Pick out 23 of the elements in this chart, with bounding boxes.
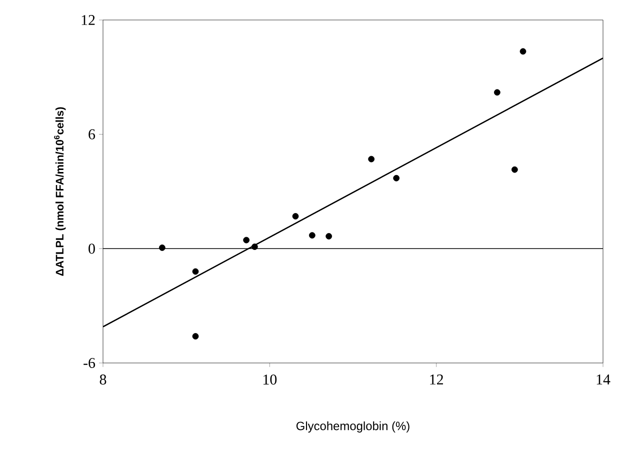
x-tick-label: 10	[264, 374, 277, 385]
y-axis-title: ΔATLPL (nmol FFA/min/10$^{6}$cells)	[54, 107, 66, 276]
point	[292, 213, 299, 220]
y-tick-label: 0	[88, 244, 95, 254]
point	[393, 174, 400, 182]
point	[192, 268, 199, 275]
y-tick-label: 12	[82, 15, 95, 25]
x-axis-title: Glycohemoglobin (%)	[296, 421, 410, 433]
point	[243, 236, 250, 244]
point	[308, 232, 316, 239]
point	[326, 233, 332, 240]
point	[158, 244, 166, 251]
point	[368, 156, 375, 162]
point	[494, 89, 500, 96]
point	[192, 333, 199, 340]
point	[511, 166, 518, 173]
point	[520, 48, 526, 55]
y-tick-label: 6	[88, 129, 96, 140]
point	[251, 244, 258, 250]
x-tick-label: 12	[430, 374, 443, 384]
x-tick-label: 14	[596, 374, 610, 384]
y-tick-label: -6	[84, 358, 96, 368]
x-tick-label: 8	[100, 374, 106, 385]
